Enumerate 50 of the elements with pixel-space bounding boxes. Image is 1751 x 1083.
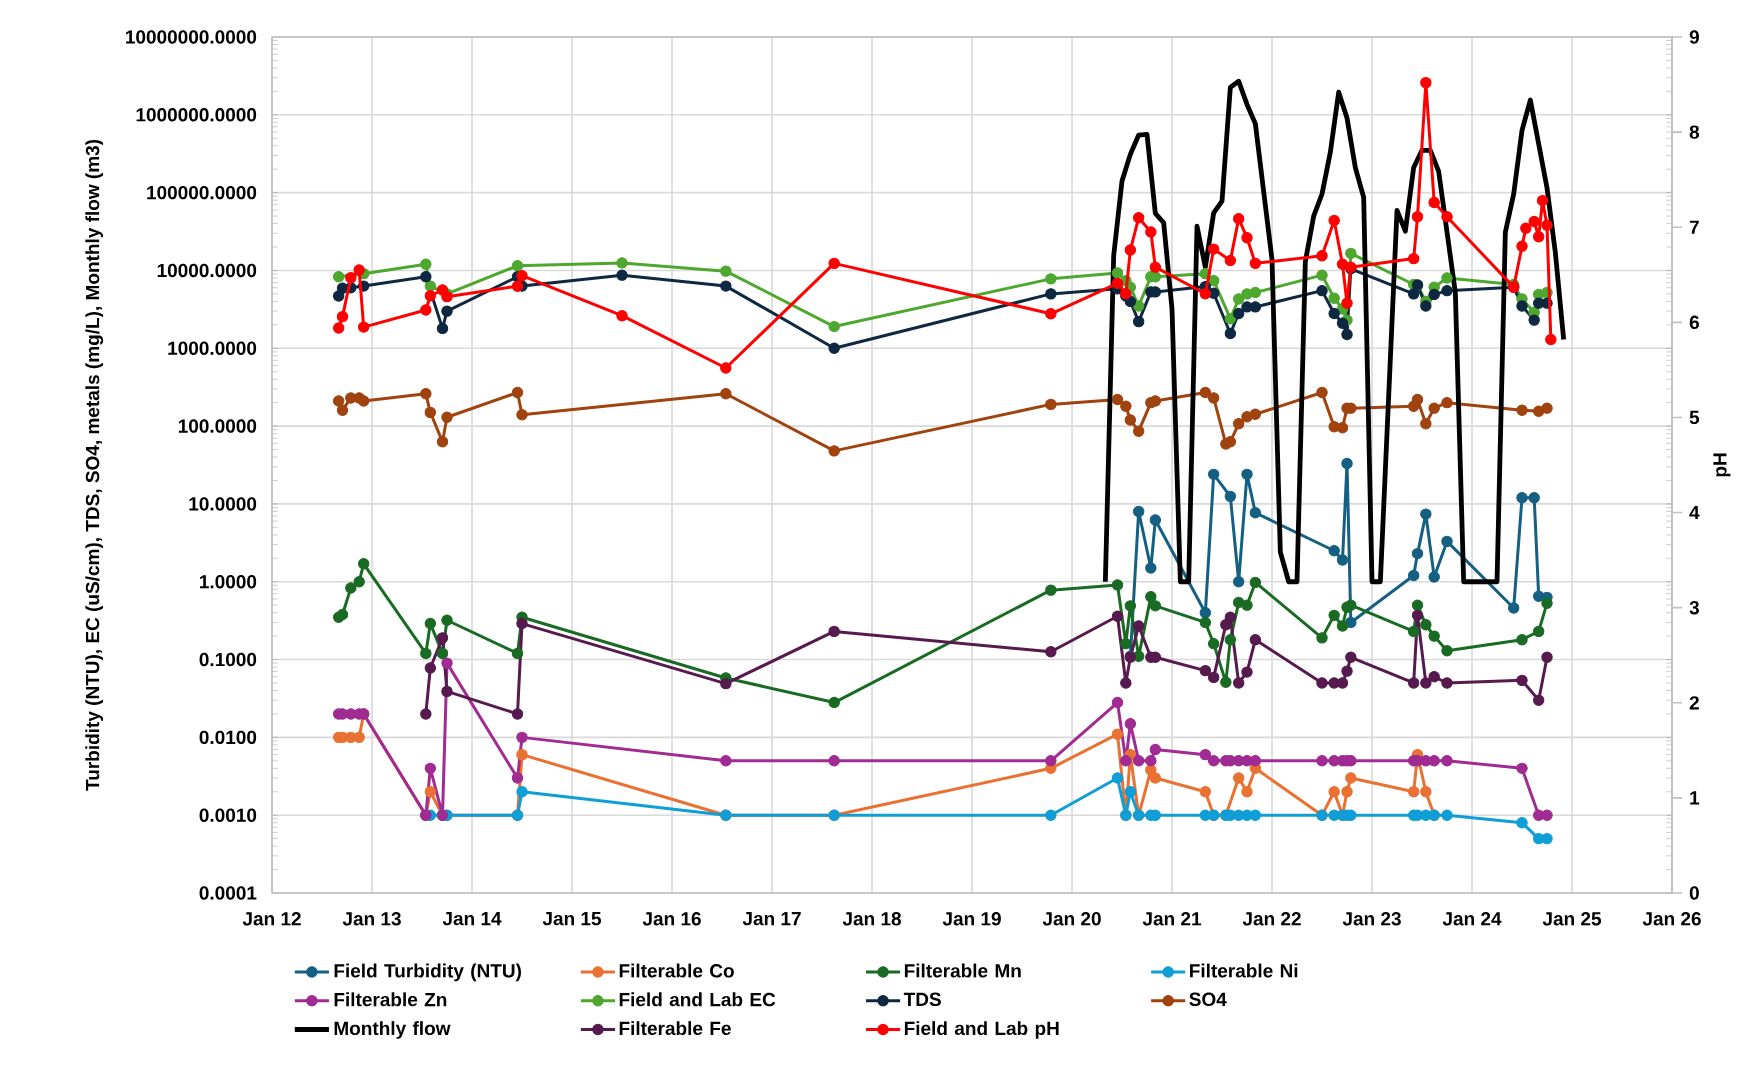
y-tick-label: 100000.0000 [147, 185, 257, 200]
x-tick-label: Jan 19 [942, 912, 1001, 926]
y2-tick-label: 7 [1689, 220, 1699, 234]
legend-label: Field and Lab EC [619, 992, 776, 1007]
legend-label: Filterable Mn [904, 963, 1021, 978]
y2-tick-label: 1 [1690, 791, 1700, 805]
x-tick-label: Jan 25 [1542, 912, 1602, 926]
x-tick-label: Jan 14 [442, 912, 502, 926]
y2-axis-title: pH [1713, 453, 1731, 477]
legend-label: Filterable Fe [619, 1021, 731, 1036]
legend-label: Field Turbidity (NTU) [334, 963, 521, 982]
y2-tick-label: 4 [1689, 506, 1700, 520]
x-tick-label: Jan 23 [1342, 912, 1401, 926]
legend-label: Field and Lab pH [904, 1021, 1059, 1039]
x-tick-label: Jan 18 [842, 912, 901, 926]
y-tick-label: 1000.0000 [168, 341, 257, 355]
y2-tick-label: 2 [1689, 696, 1699, 710]
x-tick-label: Jan 22 [1242, 912, 1301, 926]
x-tick-label: Jan 24 [1442, 912, 1502, 926]
y-tick-label: 0.0001 [199, 886, 257, 900]
y-tick-label: 1.0000 [200, 575, 257, 589]
y2-tick-label: 5 [1689, 410, 1700, 425]
legend-label: TDS [903, 992, 941, 1007]
y-tick-label: 10000000.0000 [126, 30, 257, 44]
y-tick-label: 10000.0000 [157, 263, 257, 278]
legend-label: SO4 [1189, 992, 1227, 1007]
x-tick-label: Jan 13 [342, 912, 401, 926]
x-tick-label: Jan 12 [242, 912, 301, 926]
x-tick-label: Jan 16 [642, 912, 701, 926]
y2-tick-label: 0 [1689, 886, 1699, 900]
y-axis-title: Turbidity (NTU), EC (uS/cm), TDS, SO4, metals (mg/L), Monthly flow (m3) [85, 139, 104, 791]
y-tick-label: 100.0000 [178, 419, 257, 433]
legend-label: Filterable Zn [334, 992, 447, 1007]
legend-label: Monthly flow [334, 1021, 451, 1039]
x-tick-label: Jan 21 [1142, 912, 1202, 926]
y-tick-label: 0.1000 [199, 652, 257, 667]
y-tick-label: 10.0000 [189, 497, 257, 511]
y2-tick-label: 6 [1689, 315, 1699, 330]
y-tick-label: 1000000.0000 [136, 108, 257, 122]
x-tick-label: Jan 15 [542, 912, 602, 926]
x-tick-label: Jan 20 [1042, 912, 1101, 926]
x-tick-label: Jan 26 [1642, 912, 1701, 926]
x-tick-label: Jan 17 [742, 912, 801, 926]
y2-tick-label: 9 [1689, 30, 1699, 44]
y-tick-label: 0.0100 [199, 730, 257, 745]
y2-tick-label: 8 [1689, 125, 1700, 139]
legend-label: Filterable Ni [1190, 963, 1298, 978]
y2-tick-label: 3 [1689, 600, 1699, 615]
y-tick-label: 0.0010 [199, 808, 257, 822]
legend-label: Filterable Co [619, 963, 734, 978]
